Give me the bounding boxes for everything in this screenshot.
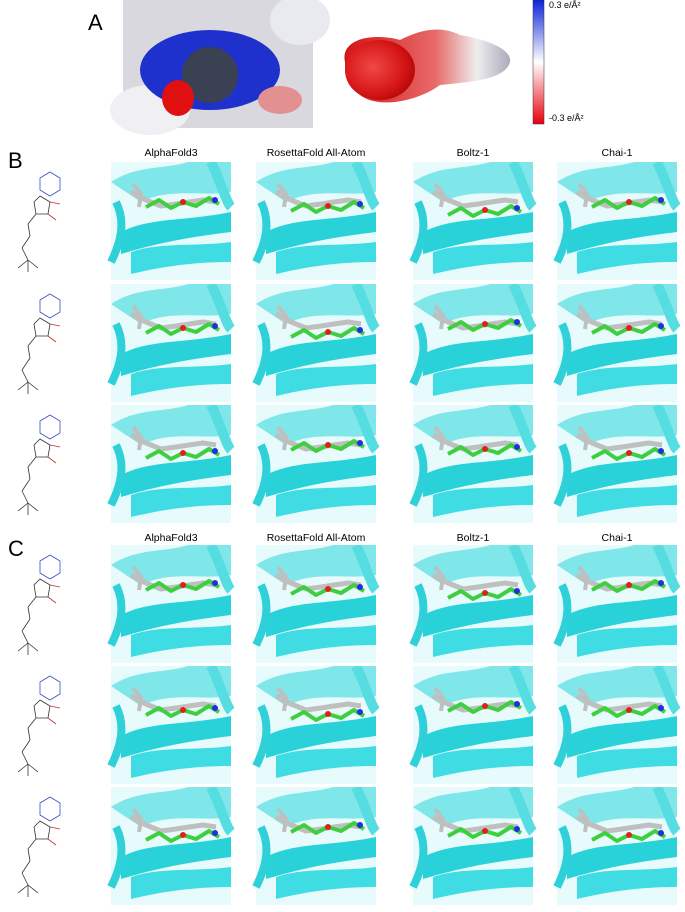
- prediction-image: [413, 279, 533, 402]
- figure-panel: C AlphaFold3 RosettaFold All-Atom Boltz-1 Ch…: [8, 532, 677, 905]
- prediction-image: [111, 540, 231, 663]
- panel-label: A: [88, 10, 103, 35]
- chemical-structure: [17, 293, 61, 395]
- prediction-image: [111, 400, 231, 523]
- panel-label: C: [8, 536, 24, 561]
- prediction-image: [557, 279, 677, 402]
- surface-patch: [258, 86, 302, 114]
- surface-patch: [182, 47, 238, 103]
- surface-patch: [270, 0, 330, 45]
- chemical-structure: [17, 171, 61, 273]
- column-header: AlphaFold3: [144, 147, 197, 159]
- prediction-image: [111, 661, 231, 784]
- prediction-image: [557, 157, 677, 280]
- prediction-image: [111, 279, 231, 402]
- panel-a: A 0.3 e/Å² -0.3 e/Å²: [88, 0, 584, 135]
- column-header: Chai-1: [602, 147, 633, 159]
- prediction-image: [111, 157, 231, 280]
- prediction-image: [557, 661, 677, 784]
- chemical-structure: [17, 796, 61, 898]
- prediction-image: [413, 400, 533, 523]
- column-header: RosettaFold All-Atom: [267, 532, 366, 544]
- chemical-structure: [17, 414, 61, 516]
- prediction-image: [111, 782, 231, 905]
- prediction-image: [256, 661, 376, 784]
- prediction-image: [413, 782, 533, 905]
- prediction-image: [256, 782, 376, 905]
- prediction-image: [413, 540, 533, 663]
- prediction-image: [557, 782, 677, 905]
- column-header: Boltz-1: [457, 532, 490, 544]
- prediction-image: [256, 400, 376, 523]
- chemical-structure: [17, 554, 61, 656]
- prediction-image: [557, 540, 677, 663]
- prediction-image: [557, 400, 677, 523]
- ligand-surface: [345, 40, 415, 100]
- prediction-image: [256, 540, 376, 663]
- column-header: RosettaFold All-Atom: [267, 147, 366, 159]
- column-header: AlphaFold3: [144, 532, 197, 544]
- column-header: Boltz-1: [457, 147, 490, 159]
- colorbar-max: 0.3 e/Å²: [549, 0, 581, 10]
- prediction-image: [413, 661, 533, 784]
- figure-panel: B AlphaFold3 RosettaFold All-Atom Boltz-1 Ch…: [8, 147, 677, 523]
- prediction-image: [256, 157, 376, 280]
- colorbar-min: -0.3 e/Å²: [549, 113, 584, 123]
- chemical-structure: [17, 675, 61, 777]
- panel-label: B: [8, 148, 23, 173]
- prediction-image: [256, 279, 376, 402]
- prediction-image: [413, 157, 533, 280]
- column-header: Chai-1: [602, 532, 633, 544]
- colorbar: [532, 0, 545, 125]
- surface-patch: [162, 80, 194, 116]
